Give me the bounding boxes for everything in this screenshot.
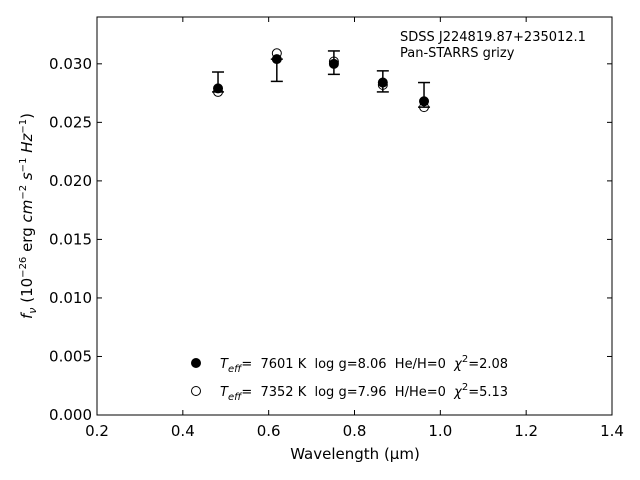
y-axis-title-close: ) — [18, 113, 36, 119]
legend-1-sq: 2 — [462, 354, 468, 365]
y-axis-title-exp1a: −1 — [18, 158, 29, 173]
legend-1-eff: eff — [228, 364, 243, 375]
legend-marker-filled — [191, 358, 201, 368]
y-axis-title-open: (10 — [18, 278, 36, 308]
y-axis-title-nu: ν — [26, 308, 39, 314]
point-filled-4 — [419, 96, 430, 107]
legend-2-t: T — [220, 385, 229, 400]
x-axis-ticks: 0.2 0.4 0.6 0.8 1.0 1.2 1.4 — [85, 17, 624, 440]
y-tick-label-4: 0.020 — [49, 172, 92, 190]
error-bars — [212, 50, 431, 108]
legend-2-val: =5.13 — [468, 385, 508, 400]
y-axis-title-cm: cm — [18, 200, 36, 223]
legend-entry-2: Teff= 7352 K log g=7.96 H/He=0 χ2=5.13 — [220, 382, 508, 403]
x-tick-label-3: 0.8 — [343, 422, 367, 440]
legend-entry-1: Teff= 7601 K log g=8.06 He/H=0 χ2=2.08 — [220, 354, 508, 375]
data-points — [213, 48, 430, 113]
legend-2-params: = 7352 K log g=7.96 H/He=0 — [241, 385, 454, 400]
y-axis-ticks: 0.000 0.005 0.010 0.015 0.020 0.025 0.030 — [49, 55, 612, 424]
point-filled-3 — [377, 77, 388, 88]
annotation-object-name: SDSS J224819.87+235012.1 — [400, 30, 586, 45]
y-tick-label-1: 0.005 — [49, 347, 92, 365]
point-filled-2 — [328, 58, 339, 69]
y-axis-title-erg: erg — [18, 223, 36, 257]
x-tick-label-5: 1.2 — [514, 422, 538, 440]
y-tick-label-0: 0.000 — [49, 406, 92, 424]
x-tick-label-0: 0.2 — [85, 422, 109, 440]
point-filled-1 — [271, 54, 282, 65]
legend: Teff= 7601 K log g=8.06 He/H=0 χ2=2.08 T… — [191, 354, 508, 403]
x-tick-label-1: 0.4 — [171, 422, 195, 440]
y-axis-title-s: s — [18, 172, 36, 185]
legend-2-chi: χ — [453, 385, 463, 400]
x-axis-title: Wavelength (μm) — [290, 445, 420, 463]
legend-1-chi: χ — [453, 357, 463, 372]
x-tick-label-6: 1.4 — [600, 422, 624, 440]
legend-marker-open — [191, 386, 201, 396]
annotation-survey: Pan-STARRS grizy — [400, 46, 515, 61]
x-tick-label-4: 1.0 — [428, 422, 452, 440]
y-axis-title-exp1b: −1 — [18, 119, 29, 134]
y-axis-title-f: f — [18, 311, 36, 319]
y-axis-title-exp2: −2 — [18, 185, 29, 200]
plot-frame — [96, 16, 613, 416]
legend-2-sq: 2 — [462, 382, 468, 393]
y-axis-title-hz: Hz — [18, 133, 36, 158]
legend-2-eff: eff — [228, 392, 243, 403]
y-tick-label-6: 0.030 — [49, 55, 92, 73]
y-axis-title-exp26: −26 — [18, 257, 29, 278]
y-tick-label-5: 0.025 — [49, 113, 92, 131]
y-tick-label-2: 0.010 — [49, 289, 92, 307]
x-tick-label-2: 0.6 — [257, 422, 281, 440]
point-filled-0 — [213, 83, 224, 94]
legend-1-params: = 7601 K log g=8.06 He/H=0 — [241, 357, 454, 372]
legend-1-t: T — [220, 357, 229, 372]
y-axis-title: fν (10−26 erg cm−2 s−1 Hz−1) — [18, 113, 39, 319]
legend-1-val: =2.08 — [468, 357, 508, 372]
y-tick-label-3: 0.015 — [49, 230, 92, 248]
